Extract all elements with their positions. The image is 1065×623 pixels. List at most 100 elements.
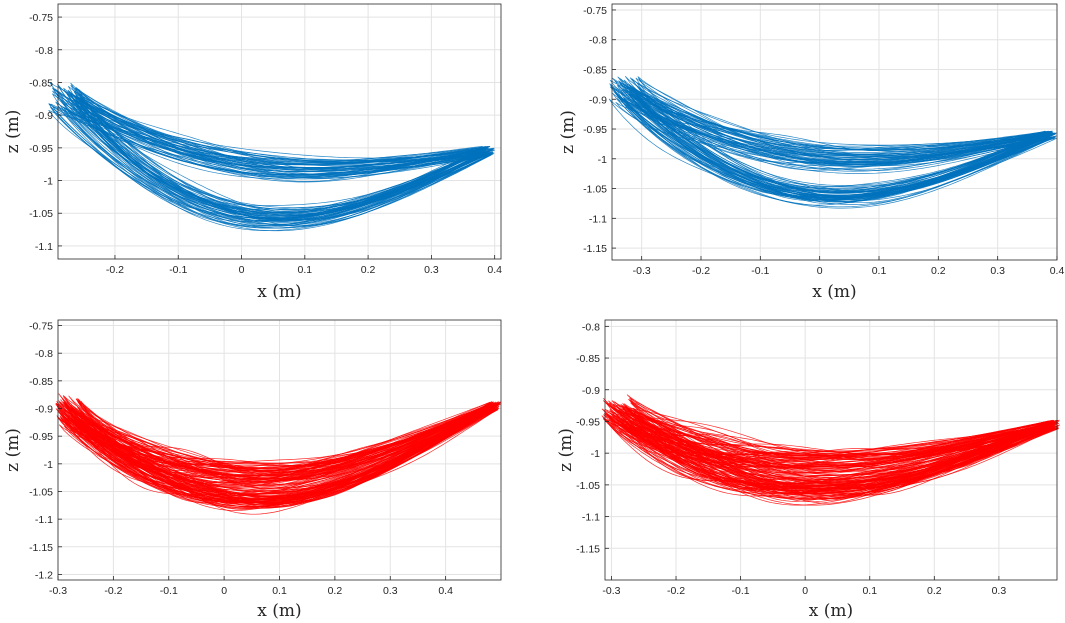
y-tick-label: -1.1 — [35, 241, 53, 253]
y-tick-label: -1.05 — [29, 208, 53, 220]
trajectory-loop — [73, 91, 486, 210]
trajectory-loop — [56, 403, 500, 506]
trajectory-loop — [629, 397, 1060, 488]
axes-frame — [611, 3, 1058, 261]
y-tick-label: -0.8 — [582, 321, 600, 333]
trajectory-loop — [68, 407, 492, 502]
ticks: -0.3 -0.2 -0.1 0 0.1 0.2 0.3 0.4 -0.75 -0.8 -0.85 -… — [583, 5, 1064, 277]
x-tick-label: 0 — [239, 264, 245, 276]
x-tick-label: 0.2 — [361, 264, 376, 276]
y-tick-label: -0.9 — [582, 385, 600, 397]
trajectory-loop — [77, 105, 483, 226]
axes-frame — [57, 3, 502, 260]
top-left-plot: -0.2 -0.1 0 0.1 0.2 0.3 0.4 -0.75 -0.8 -0.85 -0.9 -… — [3, 3, 502, 302]
x-tick-label: 0.1 — [862, 585, 877, 597]
trajectory-loop — [63, 406, 493, 495]
axes-frame — [604, 319, 1058, 581]
y-tick-label: -0.8 — [35, 45, 53, 57]
trajectory-loop — [634, 100, 1046, 199]
x-tick-label: 0.1 — [298, 264, 313, 276]
trajectory-loop — [58, 393, 494, 492]
trajectory-loop — [72, 98, 483, 214]
x-tick-label: 0.2 — [927, 585, 942, 597]
y-tick-label: -1.05 — [583, 184, 607, 196]
trajectory-loop — [629, 399, 1053, 486]
trajectory-loop — [77, 99, 491, 214]
x-tick-label: 0.3 — [992, 585, 1007, 597]
y-tick-label: -1.05 — [29, 486, 53, 498]
bottom-left-plot: -0.3 -0.2 -0.1 0 0.1 0.2 0.3 0.4 -0.75 -0.8 -0.85 -… — [3, 319, 502, 621]
y-tick-label: -1.15 — [576, 543, 600, 555]
y-tick-label: -0.95 — [576, 416, 600, 428]
x-tick-label: 0 — [221, 585, 227, 597]
trajectory-loop — [51, 87, 488, 213]
trajectory-loop — [68, 92, 491, 213]
trajectory-loop — [58, 403, 496, 495]
trajectory-loop — [621, 89, 1057, 198]
trajectory-loop — [72, 401, 499, 504]
trajectory-loop — [66, 91, 493, 209]
y-tick-label: -1.1 — [589, 213, 607, 225]
y-tick-label: -1.15 — [29, 542, 53, 554]
trajectory-loop — [60, 105, 488, 226]
trajectory-loop — [604, 411, 1051, 491]
trajectory-loop — [621, 424, 1059, 506]
trajectory-loop — [56, 401, 499, 501]
trajectory-series — [608, 75, 1057, 209]
trajectory-loop — [631, 412, 1056, 496]
y-tick-label: -0.8 — [589, 35, 607, 47]
trajectory-loop — [614, 92, 1055, 198]
x-tick-label: -0.3 — [49, 585, 67, 597]
trajectory-loop — [631, 78, 1056, 194]
trajectory-loop — [70, 82, 492, 210]
trajectory-loop — [80, 401, 494, 504]
ticks: -0.2 -0.1 0 0.1 0.2 0.3 0.4 -0.75 -0.8 -0.85 -0.9 -… — [29, 12, 502, 276]
x-tick-label: 0.1 — [872, 265, 887, 277]
y-axis-label: z (m) — [558, 110, 578, 154]
y-tick-label: -0.9 — [35, 110, 53, 122]
trajectory-loop — [58, 91, 492, 210]
trajectory-loop — [620, 78, 1046, 192]
y-tick-label: -0.85 — [29, 77, 53, 89]
trajectory-loop — [615, 88, 1053, 202]
trajectory-series — [48, 82, 495, 232]
x-tick-label: 0.2 — [931, 265, 946, 277]
y-axis-label: z (m) — [3, 110, 23, 154]
y-tick-label: -0.9 — [589, 94, 607, 106]
trajectory-loop — [612, 404, 1059, 486]
x-tick-label: 0.4 — [1050, 265, 1065, 277]
x-tick-label: 0.3 — [383, 585, 398, 597]
x-tick-label: -0.1 — [732, 585, 750, 597]
trajectory-loop — [601, 408, 1059, 492]
x-tick-label: 0.1 — [272, 585, 287, 597]
y-axis-label: z (m) — [556, 428, 576, 472]
y-tick-label: -1.1 — [582, 512, 600, 524]
y-tick-label: -1.1 — [35, 514, 53, 526]
trajectory-loop — [637, 85, 1047, 191]
trajectory-series — [55, 393, 502, 515]
x-axis-label: x (m) — [257, 601, 301, 621]
x-tick-label: -0.2 — [667, 585, 685, 597]
y-tick-label: -0.85 — [29, 376, 53, 388]
trajectory-loop — [62, 401, 500, 499]
y-tick-label: -0.95 — [29, 431, 53, 443]
x-tick-label: 0 — [817, 265, 823, 277]
x-tick-label: -0.2 — [106, 264, 124, 276]
y-tick-label: -0.8 — [35, 348, 53, 360]
y-tick-label: -1 — [591, 448, 600, 460]
trajectory-series — [601, 394, 1061, 506]
y-tick-label: -1 — [44, 176, 53, 188]
x-tick-label: 0.2 — [328, 585, 343, 597]
trajectory-loop — [72, 94, 488, 217]
y-tick-label: -1.15 — [583, 243, 607, 255]
trajectory-loop — [73, 94, 483, 223]
x-tick-label: -0.3 — [602, 585, 620, 597]
y-tick-label: -1.2 — [35, 569, 53, 581]
x-tick-label: -0.2 — [692, 265, 710, 277]
y-axis-label: z (m) — [3, 428, 23, 472]
trajectory-loop — [50, 103, 487, 220]
y-tick-label: -1 — [44, 459, 53, 471]
x-tick-label: -0.1 — [169, 264, 187, 276]
y-tick-label: -1 — [598, 154, 607, 166]
